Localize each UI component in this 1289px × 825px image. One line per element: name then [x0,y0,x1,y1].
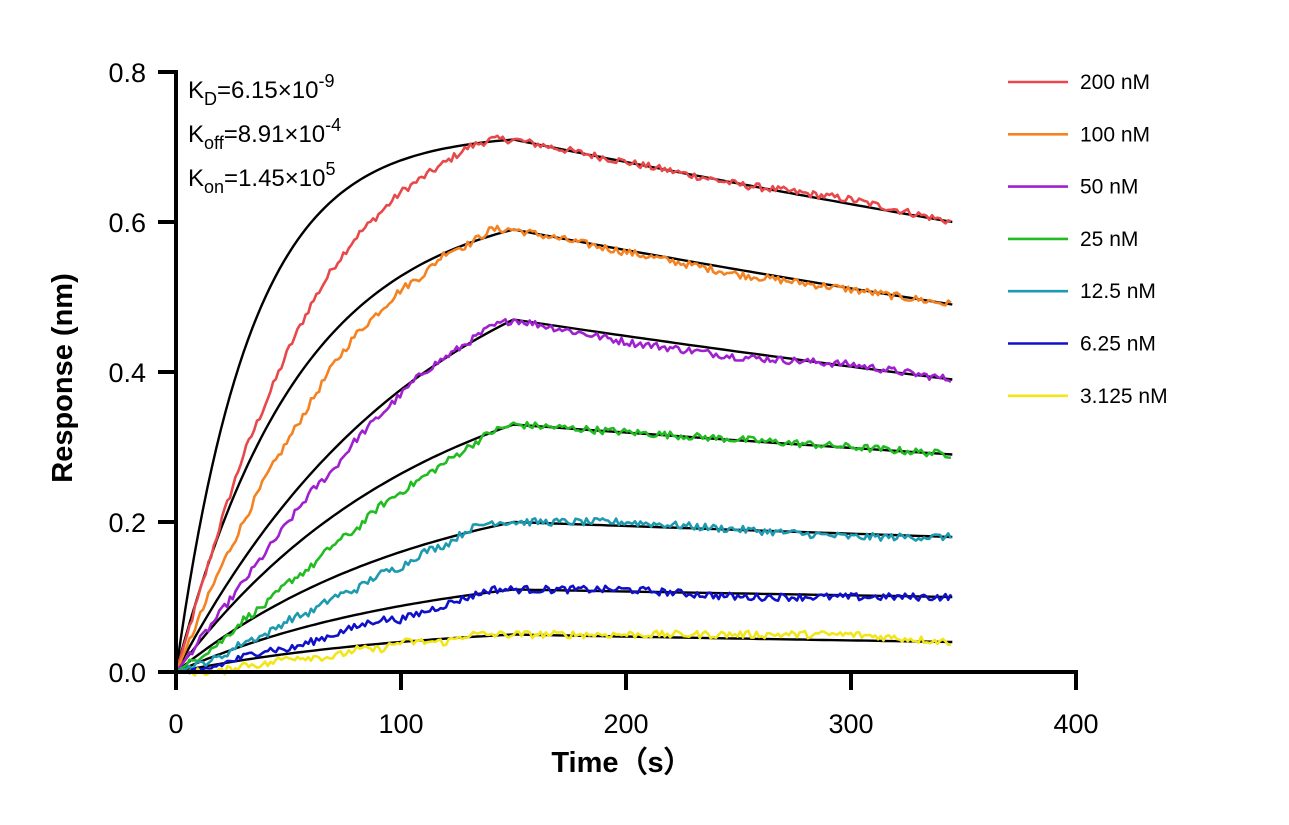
series-line [176,629,951,677]
x-tick-label: 100 [378,709,423,739]
series-line [175,420,951,674]
legend-label: 200 nM [1080,71,1150,94]
x-tick-label: 400 [1053,709,1098,739]
y-tick-label: 0.0 [108,658,146,688]
kinetics-annotation: KD=6.15×10-9 Koff=8.91×10-4 Kon=1.45×105 [188,71,341,197]
x-tick-label: 0 [168,709,183,739]
series-line [174,134,952,673]
series-line [176,584,953,675]
legend-label: 3.125 nM [1080,385,1168,408]
x-ticks: 0 100 200 300 400 [168,672,1099,739]
legend-label: 100 nM [1080,123,1150,146]
y-tick-label: 0.8 [108,58,146,88]
legend-label: 50 nM [1080,176,1138,199]
fit-curve [174,228,953,673]
fit-curve [175,633,953,674]
fit-curve [174,138,953,673]
legend: 200 nM 100 nM 50 nM 25 nM 12.5 nM 6.25 nM 3.12… [1008,71,1168,408]
y-ticks: 0.0 0.2 0.4 0.6 0.8 [108,58,176,688]
y-tick-label: 0.6 [108,208,146,238]
y-tick-label: 0.2 [108,508,146,538]
legend-label: 25 nM [1080,228,1138,251]
kinetic-constant: KD=6.15×10-9 [188,71,334,109]
series-line [175,517,953,674]
x-axis-title: Time（s） [551,746,692,779]
y-axis-title: Response (nm) [47,273,79,482]
x-tick-label: 200 [603,709,648,739]
series-line [174,224,952,673]
data-series [174,134,953,677]
legend-label: 6.25 nM [1080,333,1156,356]
fit-curves [174,138,953,674]
kinetic-constant: Kon=1.45×105 [188,159,336,197]
series-line [174,318,952,673]
x-tick-label: 300 [828,709,873,739]
legend-label: 12.5 nM [1080,280,1156,303]
kinetic-constant: Koff=8.91×10-4 [188,115,341,153]
y-tick-label: 0.4 [108,358,146,388]
